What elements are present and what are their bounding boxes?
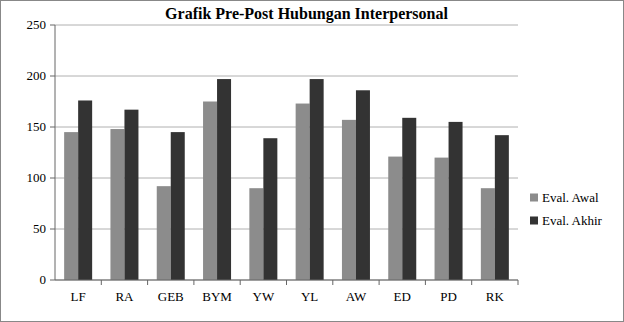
bar xyxy=(449,122,463,280)
x-tick xyxy=(147,280,148,285)
y-tick-label: 0 xyxy=(40,272,47,287)
x-tick xyxy=(425,280,426,285)
x-tick xyxy=(471,280,472,285)
legend-label: Eval. Akhir xyxy=(542,213,603,228)
bar xyxy=(296,104,310,280)
tick-mark xyxy=(50,229,55,230)
bar xyxy=(402,118,416,280)
chart-root: Grafik Pre-Post Hubungan Interpersonal 0 5… xyxy=(0,0,624,322)
x-tick xyxy=(332,280,333,285)
x-tick-label: RA xyxy=(115,289,134,304)
bar xyxy=(435,158,449,280)
y-axis xyxy=(55,25,56,280)
bar xyxy=(356,90,370,280)
y-tick-label: 200 xyxy=(27,68,47,83)
bar xyxy=(342,120,356,280)
bar xyxy=(310,79,324,280)
grid-line xyxy=(55,76,518,77)
x-tick-label: PD xyxy=(440,289,457,304)
bar xyxy=(171,132,185,280)
bar xyxy=(78,100,92,280)
tick-mark xyxy=(50,127,55,128)
chart-svg: Grafik Pre-Post Hubungan Interpersonal 0 5… xyxy=(0,0,624,322)
bar xyxy=(481,188,495,280)
bar xyxy=(263,138,277,280)
y-tick-label: 250 xyxy=(27,17,47,32)
legend-label: Eval. Awal xyxy=(542,190,599,205)
x-tick xyxy=(240,280,241,285)
bar xyxy=(157,186,171,280)
chart-title: Grafik Pre-Post Hubungan Interpersonal xyxy=(165,5,448,23)
grid-line xyxy=(55,25,518,26)
y-tick-label: 50 xyxy=(33,221,46,236)
bar xyxy=(110,129,124,280)
bar xyxy=(388,157,402,280)
tick-mark xyxy=(50,25,55,26)
bar xyxy=(64,132,78,280)
legend-swatch xyxy=(530,194,538,202)
x-tick-label: YL xyxy=(301,289,318,304)
tick-mark xyxy=(50,280,55,281)
bar xyxy=(217,79,231,280)
y-tick-label: 150 xyxy=(27,119,47,134)
x-tick xyxy=(518,280,519,285)
x-tick xyxy=(193,280,194,285)
tick-mark xyxy=(50,76,55,77)
x-tick xyxy=(379,280,380,285)
bars xyxy=(64,79,509,280)
x-tick-label: RK xyxy=(486,289,505,304)
bar xyxy=(249,188,263,280)
x-tick xyxy=(286,280,287,285)
bar xyxy=(124,110,138,280)
x-tick xyxy=(101,280,102,285)
x-tick-label: YW xyxy=(253,289,275,304)
bar xyxy=(495,135,509,280)
x-tick-label: BYM xyxy=(202,289,232,304)
x-tick-label: GEB xyxy=(158,289,184,304)
x-tick-label: LF xyxy=(71,289,86,304)
bar xyxy=(203,102,217,281)
tick-mark xyxy=(50,178,55,179)
y-tick-label: 100 xyxy=(27,170,47,185)
x-tick-label: ED xyxy=(394,289,411,304)
legend-swatch xyxy=(530,217,538,225)
chart-frame xyxy=(1,1,624,322)
x-tick-label: AW xyxy=(346,289,367,304)
